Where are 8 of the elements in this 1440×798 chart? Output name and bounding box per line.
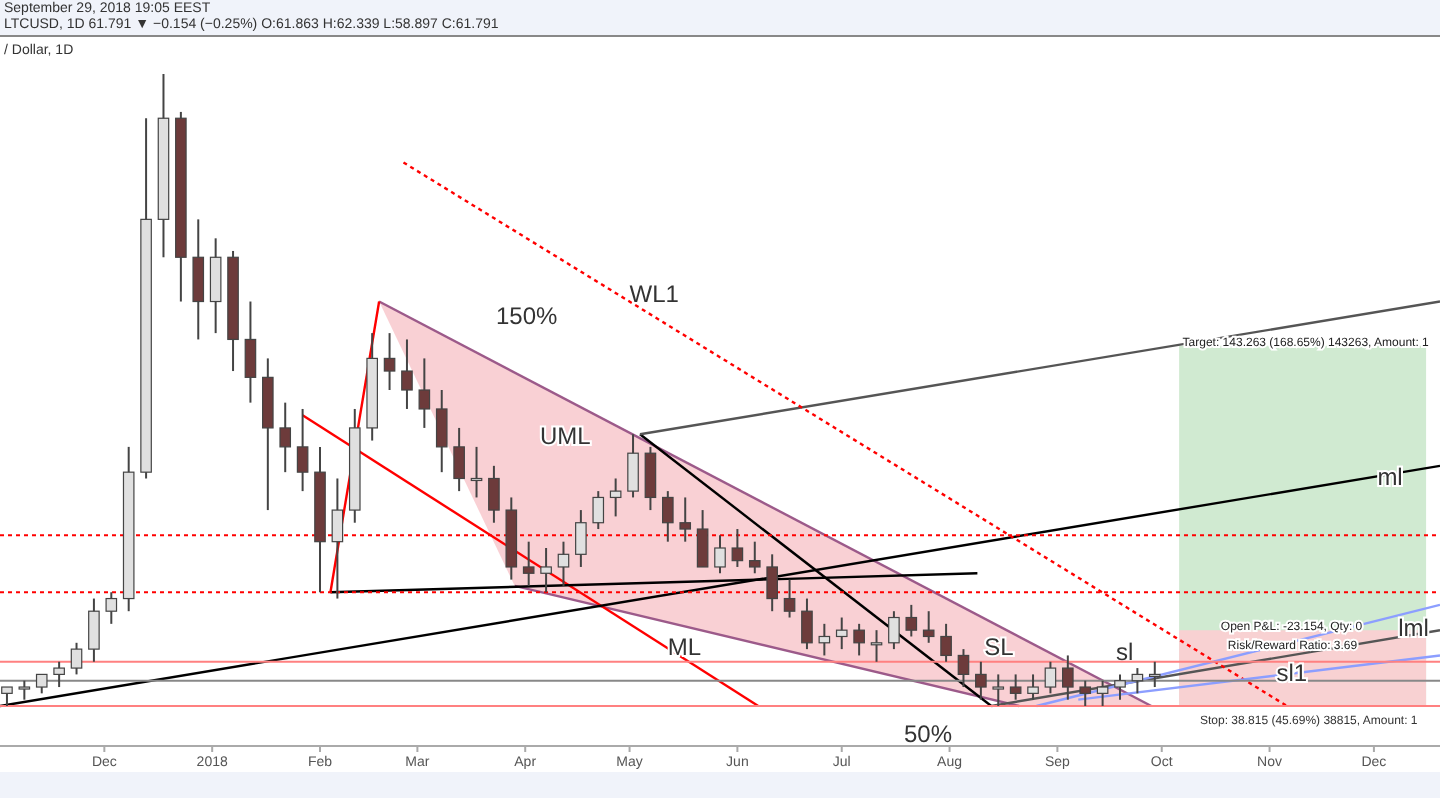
annotation: ML bbox=[667, 633, 702, 662]
annotation: SL bbox=[984, 633, 1015, 662]
annotation: WL1 bbox=[629, 279, 680, 308]
annotation: sl bbox=[1116, 638, 1134, 666]
annotation: sl1 bbox=[1276, 658, 1308, 687]
text: 50% bbox=[904, 720, 953, 748]
annotation: UML bbox=[540, 422, 592, 450]
annotation: 150% bbox=[496, 302, 559, 330]
